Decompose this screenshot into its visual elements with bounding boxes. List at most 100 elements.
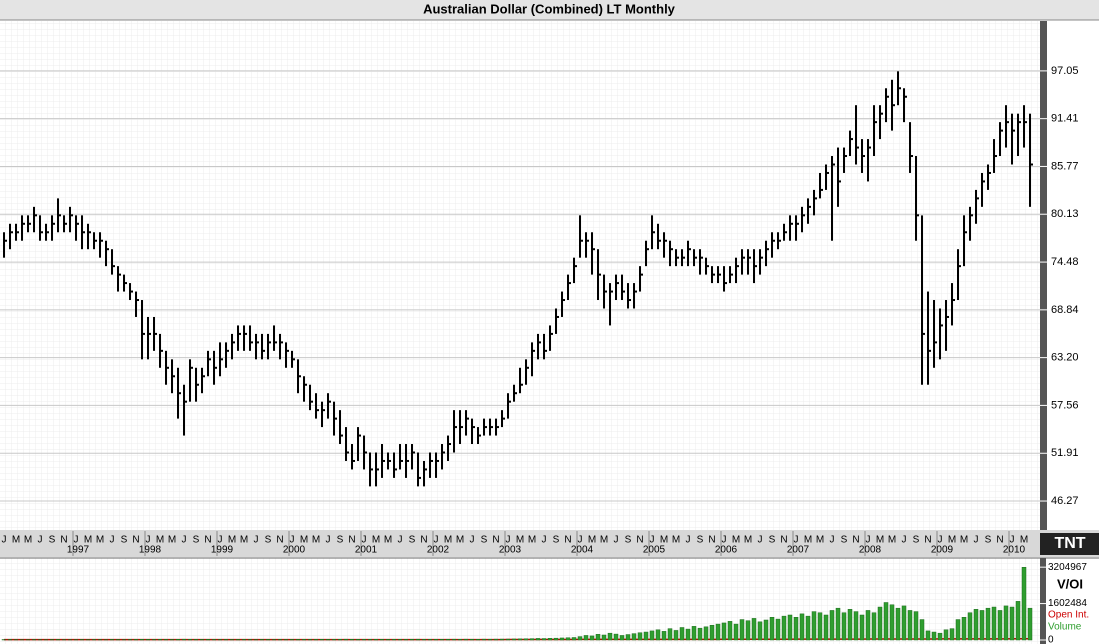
volume-bar — [295, 639, 301, 641]
x-tick-label: S — [769, 535, 776, 546]
volume-bar — [961, 617, 967, 641]
x-tick-label: J — [974, 535, 979, 546]
volume-bar — [535, 638, 541, 641]
axis-strip — [1040, 558, 1046, 644]
volume-bar — [739, 619, 745, 641]
logo-box — [1040, 533, 1099, 555]
volume-bar — [481, 638, 487, 641]
x-tick-label: M — [1020, 535, 1028, 546]
volume-bar — [625, 634, 631, 641]
volume-bar — [97, 639, 103, 641]
y-tick-label: 97.05 — [1051, 65, 1079, 77]
title-bar — [0, 0, 1099, 20]
volume-bar — [697, 627, 703, 641]
volume-bar — [289, 639, 295, 641]
volume-bar — [529, 638, 535, 641]
volume-bar — [7, 639, 13, 641]
year-label: 2006 — [715, 545, 738, 556]
volume-bar — [379, 639, 385, 641]
x-tick-label: N — [996, 535, 1003, 546]
volume-bar — [139, 639, 145, 641]
volume-bar — [421, 639, 427, 641]
x-tick-label: M — [948, 535, 956, 546]
volume-bar — [235, 639, 241, 641]
volume-bar — [949, 628, 955, 641]
x-tick-label: S — [697, 535, 704, 546]
year-label: 2003 — [499, 545, 522, 556]
x-tick-label: M — [384, 535, 392, 546]
x-tick-label: J — [614, 535, 619, 546]
x-tick-label: N — [132, 535, 139, 546]
x-tick-label: J — [758, 535, 763, 546]
x-tick-label: M — [444, 535, 452, 546]
volume-bar — [367, 639, 373, 641]
volume-bar — [631, 633, 637, 641]
volume-bar — [553, 637, 559, 641]
x-tick-label: M — [528, 535, 536, 546]
volume-bar — [721, 622, 727, 641]
x-tick-label: S — [49, 535, 56, 546]
x-tick-label: M — [84, 535, 92, 546]
x-tick-label: J — [74, 535, 79, 546]
year-label: 1997 — [67, 545, 90, 556]
volume-bar — [355, 639, 361, 641]
panel-title: V/OI — [1057, 576, 1083, 591]
volume-bar — [175, 639, 181, 641]
x-tick-label: S — [841, 535, 848, 546]
volume-bar — [967, 612, 973, 641]
x-tick-label: M — [600, 535, 608, 546]
volume-bar — [349, 639, 355, 641]
volume-bar — [211, 639, 217, 641]
x-tick-label: J — [578, 535, 583, 546]
volume-bar — [799, 613, 805, 641]
volume-bar — [751, 618, 757, 641]
x-tick-label: S — [193, 535, 200, 546]
x-tick-label: J — [2, 535, 7, 546]
volume-bar — [259, 639, 265, 641]
x-tick-label: J — [110, 535, 115, 546]
volume-bar — [823, 614, 829, 641]
volume-bar — [115, 639, 121, 641]
volume-bar — [565, 637, 571, 641]
x-tick-label: M — [960, 535, 968, 546]
x-tick-label: M — [660, 535, 668, 546]
volume-bar — [715, 623, 721, 641]
x-tick-label: J — [434, 535, 439, 546]
x-tick-label: J — [938, 535, 943, 546]
x-tick-label: N — [852, 535, 859, 546]
x-tick-label: M — [12, 535, 20, 546]
volume-bar — [601, 634, 607, 641]
volume-bar — [301, 639, 307, 641]
y-tick-label: 51.91 — [1051, 447, 1079, 459]
volume-bar — [13, 639, 19, 641]
volume-bar — [637, 632, 643, 641]
volume-bar — [127, 639, 133, 641]
volume-bar — [229, 639, 235, 641]
volume-bar — [865, 610, 871, 641]
y-tick-label: 91.41 — [1051, 113, 1079, 125]
volume-bar — [307, 639, 313, 641]
logo: TNT — [1054, 535, 1085, 552]
volume-bar — [853, 611, 859, 641]
volume-bar — [559, 637, 565, 641]
volume-bar — [547, 638, 553, 641]
volume-bar — [997, 610, 1003, 641]
y-tick-label: 80.13 — [1051, 208, 1079, 220]
volume-bar — [883, 602, 889, 641]
volume-bar — [511, 638, 517, 641]
x-tick-label: J — [686, 535, 691, 546]
volume-bar — [451, 638, 457, 641]
volume-bar — [943, 629, 949, 641]
chart-title: Australian Dollar (Combined) LT Monthly — [423, 1, 676, 16]
volume-bar — [541, 638, 547, 641]
x-tick-label: N — [564, 535, 571, 546]
x-tick-label: S — [409, 535, 416, 546]
volume-bar — [781, 615, 787, 641]
x-tick-label: N — [276, 535, 283, 546]
volume-bar — [283, 639, 289, 641]
plot-area — [0, 21, 1040, 530]
x-tick-label: N — [780, 535, 787, 546]
y-tick-label: 74.48 — [1051, 256, 1079, 268]
volume-bar — [31, 639, 37, 641]
volume-bar — [253, 639, 259, 641]
